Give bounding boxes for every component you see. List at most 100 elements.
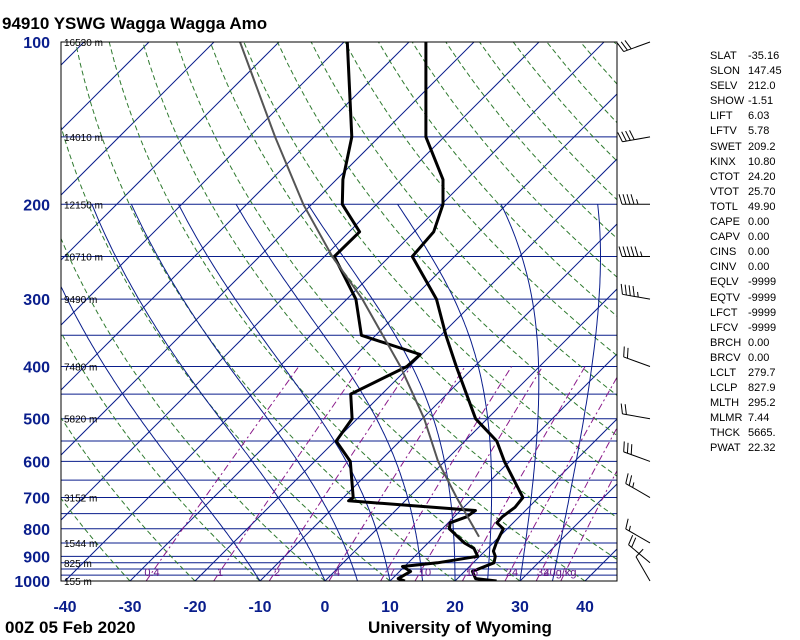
index-row: EQLV -9999 [710,275,800,290]
index-row: VTOT 25.70 [710,185,800,200]
index-value: -35.16 [748,50,780,62]
temperature-tick-label: 10 [381,599,399,616]
wind-barb-staff [635,556,651,582]
wind-barb-staff [623,451,651,462]
index-row: BRCV 0.00 [710,351,800,366]
moist-adiabat [235,204,423,581]
wind-barb-staff [622,413,651,420]
index-row: LIFT 6.03 [710,109,800,124]
pressure-tick-label: 900 [23,549,50,566]
mixing-ratio-line [461,366,586,581]
wind-barb-half [628,525,631,532]
plot-area [239,42,525,581]
mixing-ratio-line [535,426,617,581]
height-label: 10710 m [64,252,103,263]
wind-barb-half [637,291,639,298]
wind-barb-flag [628,534,634,545]
isotherm-line [259,223,617,581]
index-key: EQLV [710,276,739,289]
index-key: SELV [710,80,738,93]
pressure-tick-label: 1000 [14,574,50,591]
mixing-ratio-label: 40g/kg [543,567,576,579]
wind-barb-flag [617,132,623,142]
temperature-tick-label: -20 [183,599,206,616]
index-value: 24.20 [748,170,776,183]
index-value: 279.7 [748,366,776,379]
moist-adiabat [552,204,601,581]
isotherm-line [389,353,617,581]
moist-adiabat [178,204,391,581]
index-key: CINS [710,246,737,259]
dry-adiabat [243,42,617,477]
index-row: CINV 0.00 [710,260,800,275]
wind-barb-staff [623,356,651,367]
index-key: LFTV [710,125,737,138]
mixing-ratio-label: 2 [274,567,280,579]
height-label: 5820 m [64,415,97,426]
wind-barb-flag [620,283,623,295]
pressure-tick-label: 500 [23,412,50,429]
parcel-line [239,42,480,538]
mixing-ratio-label: 10 [419,567,431,579]
index-key: LCLP [710,382,738,395]
wind-barb-flag [620,41,628,51]
isotherm-line [61,42,410,391]
wind-barb-flag [624,284,627,296]
index-key: LFCT [710,306,738,319]
index-key: SHOW [710,95,745,108]
temperature-tick-label: -40 [53,599,76,616]
temperature-tick-label: 30 [511,599,529,616]
temperature-tick-label: 0 [321,599,330,616]
wind-barb-flag [625,473,629,484]
wind-barb-flag [618,194,623,205]
isotherm-line [454,418,617,581]
moist-adiabat [130,204,358,581]
footer-time: 00Z 05 Feb 2020 [5,618,135,637]
wind-barb-flag [624,404,627,415]
index-row: SHOW -1.51 [710,94,800,109]
index-row: SLON 147.45 [710,64,800,79]
isotherm-line [129,93,617,581]
index-key: BRCV [710,351,741,364]
pressure-tick-label: 700 [23,491,50,508]
mixing-ratio-line [328,366,466,581]
index-key: THCK [710,427,740,440]
index-key: MLTH [710,397,740,410]
wind-barbs [617,40,651,582]
temperature-line [410,42,525,581]
mixing-ratio-label: 1 [217,567,223,579]
index-key: VTOT [710,185,740,198]
mixing-ratio-line [504,376,617,581]
mixing-ratio-line [268,366,412,581]
wind-barb-flag [632,285,635,297]
index-key: CAPV [710,231,740,244]
index-row: LCLT 279.7 [710,366,800,381]
wind-barb-flag [628,475,633,486]
wind-barb-flag [622,194,627,205]
index-value: -9999 [748,291,777,304]
wind-barb-flag [624,40,632,50]
index-row: SELV 212.0 [710,79,800,94]
isotherm-line [61,42,475,456]
mixing-ratio-label: 4 [334,567,340,579]
isotherm-line [519,483,617,581]
index-key: PWAT [710,442,741,455]
height-label: 155 m [64,577,92,588]
index-row: LFCV -9999 [710,321,800,336]
wind-barb-flag [626,442,629,454]
isotherm-line [194,158,617,581]
index-key: LCLT [710,366,737,379]
index-value: 0.00 [748,231,770,244]
wind-barb-flag [626,347,629,359]
index-value: 212.0 [748,80,776,93]
index-value: -1.51 [748,95,774,108]
wind-barb-flag [635,548,644,558]
index-value: 147.45 [748,65,782,78]
dry-adiabat [277,42,617,437]
wind-barb-staff [622,136,651,143]
index-key: CAPE [710,216,740,229]
mixing-ratio-line [414,366,544,581]
index-value: 7.44 [748,412,770,425]
index-value: 5665. [748,427,776,440]
